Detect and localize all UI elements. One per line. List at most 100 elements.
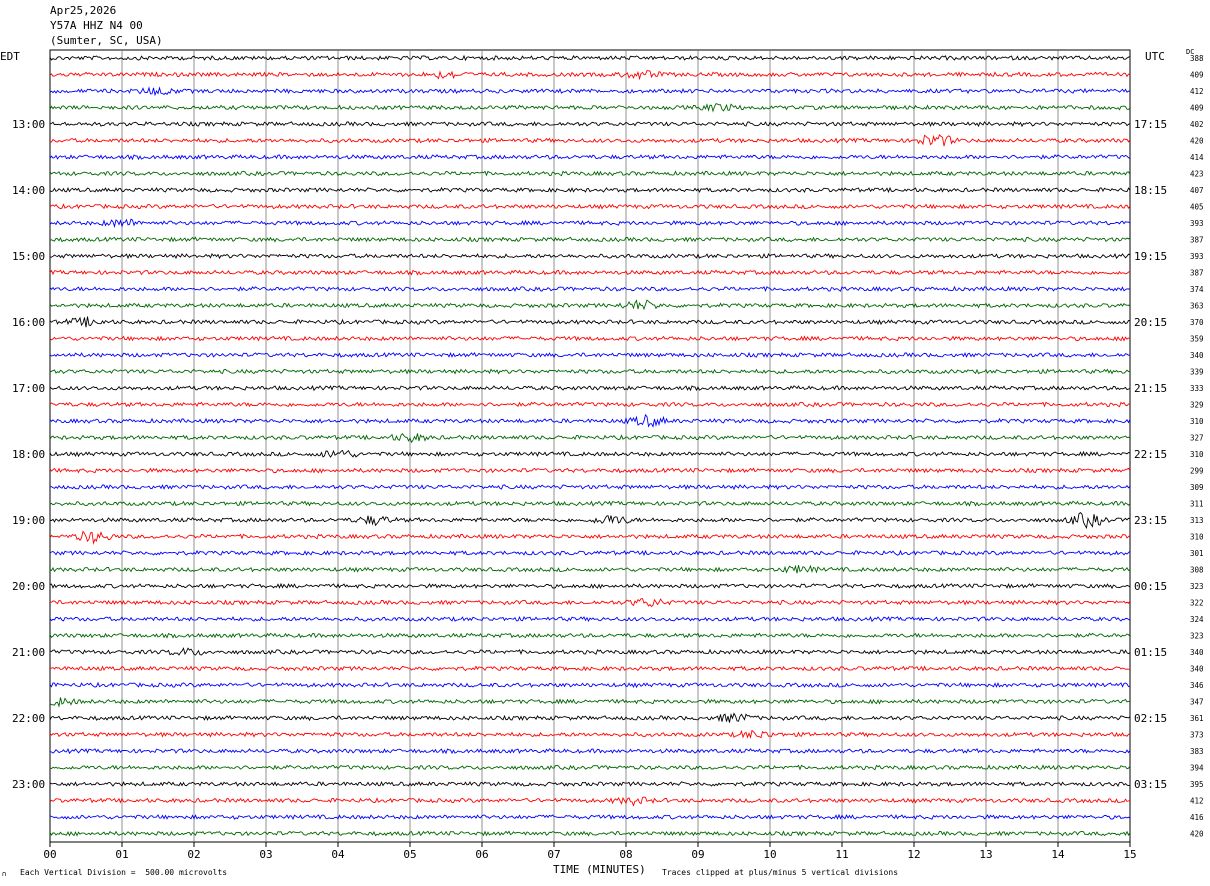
trace-44 — [49, 780, 1131, 788]
vertical-division-note: Each Vertical Division = 500.00 microvol… — [20, 868, 228, 877]
trace-45 — [49, 796, 1131, 807]
dc-offset-value: 363 — [1190, 302, 1204, 311]
x-tick-label: 08 — [619, 848, 632, 861]
dc-offset-value: 329 — [1190, 401, 1204, 410]
trace-2 — [49, 86, 1131, 97]
x-tick-label: 12 — [907, 848, 920, 861]
dc-offset-value: 301 — [1190, 549, 1204, 558]
x-tick-label: 00 — [43, 848, 56, 861]
left-hour-label: 20:00 — [12, 580, 45, 593]
plot-frame — [49, 49, 1131, 843]
left-hour-label: 17:00 — [12, 382, 45, 395]
dc-offset-value: 346 — [1190, 681, 1204, 690]
dc-offset-value: 394 — [1190, 764, 1204, 773]
trace-16 — [49, 316, 1131, 328]
trace-27 — [49, 500, 1131, 507]
dc-offset-value: 339 — [1190, 368, 1204, 377]
x-tick-label: 05 — [403, 848, 416, 861]
dc-offset-value: 322 — [1190, 599, 1204, 608]
trace-19 — [49, 368, 1131, 375]
dc-offset-value: 412 — [1190, 87, 1204, 96]
right-hour-label: 21:15 — [1134, 382, 1167, 395]
dc-offset-value: 387 — [1190, 269, 1204, 278]
right-hour-label: 00:15 — [1134, 580, 1167, 593]
dc-offset-value: 323 — [1190, 582, 1204, 591]
dc-offset-value: 407 — [1190, 186, 1204, 195]
right-hour-label: 22:15 — [1134, 448, 1167, 461]
right-hour-label: 23:15 — [1134, 514, 1167, 527]
dc-offset-value: 309 — [1190, 483, 1204, 492]
trace-41 — [49, 729, 1131, 739]
trace-13 — [49, 269, 1131, 276]
trace-38 — [49, 681, 1131, 689]
dc-offset-value: 423 — [1190, 170, 1204, 179]
trace-18 — [49, 351, 1131, 359]
x-tick-label: 01 — [115, 848, 128, 861]
dc-offset-value: 405 — [1190, 203, 1204, 212]
x-tick-label: 07 — [547, 848, 560, 861]
dc-offset-value: 383 — [1190, 747, 1204, 756]
trace-3 — [49, 103, 1131, 113]
left-hour-label: 16:00 — [12, 316, 45, 329]
x-axis-label: TIME (MINUTES) — [553, 863, 646, 876]
dc-offset-value: 420 — [1190, 137, 1204, 146]
dc-offset-value: 324 — [1190, 615, 1204, 624]
trace-9 — [49, 203, 1131, 210]
trace-26 — [49, 483, 1131, 491]
x-tick-label: 04 — [331, 848, 345, 861]
trace-8 — [49, 186, 1131, 194]
dc-offset-value: 323 — [1190, 632, 1204, 641]
x-tick-label: 15 — [1123, 848, 1136, 861]
x-tick-label: 03 — [259, 848, 272, 861]
trace-17 — [49, 335, 1130, 342]
dc-offset-value: 393 — [1190, 219, 1204, 228]
right-hour-label: 20:15 — [1134, 316, 1167, 329]
trace-7 — [49, 170, 1131, 177]
dc-offset-value: 340 — [1190, 648, 1204, 657]
dc-offset-header: DC — [1186, 48, 1195, 56]
right-hour-label: 02:15 — [1134, 712, 1167, 725]
dc-offset-value: 359 — [1190, 335, 1204, 344]
trace-5 — [49, 133, 1131, 147]
left-hour-label: 15:00 — [12, 250, 45, 263]
trace-30 — [49, 549, 1131, 557]
right-timezone-label: UTC — [1145, 50, 1165, 63]
dc-offset-value: 395 — [1190, 780, 1204, 789]
trace-25 — [49, 467, 1131, 474]
dc-offset-value: 333 — [1190, 384, 1204, 393]
dc-offset-value: 347 — [1190, 698, 1204, 707]
right-hour-label: 19:15 — [1134, 250, 1167, 263]
dc-offset-value: 393 — [1190, 252, 1204, 261]
dc-offset-value: 420 — [1190, 830, 1204, 839]
left-timezone-label: EDT — [0, 50, 20, 63]
corner-mark-icon: ∩ — [2, 870, 7, 878]
trace-43 — [49, 764, 1131, 771]
dc-offset-value: 313 — [1190, 516, 1204, 525]
trace-34 — [49, 615, 1131, 623]
dc-offset-value: 361 — [1190, 714, 1204, 723]
x-tick-label: 14 — [1051, 848, 1065, 861]
dc-offset-value: 370 — [1190, 318, 1204, 327]
trace-22 — [49, 413, 1131, 428]
trace-46 — [49, 813, 1131, 821]
left-hour-label: 23:00 — [12, 778, 45, 791]
dc-offset-value: 340 — [1190, 351, 1204, 360]
trace-39 — [49, 697, 1131, 708]
plot-date: Apr25,2026 — [50, 4, 117, 17]
left-hour-label: 22:00 — [12, 712, 45, 725]
right-hour-label: 18:15 — [1134, 184, 1167, 197]
dc-offset-value: 412 — [1190, 797, 1204, 806]
x-tick-label: 09 — [691, 848, 704, 861]
x-tick-label: 13 — [979, 848, 992, 861]
station-code: Y57A HHZ N4 00 — [50, 19, 143, 32]
trace-10 — [49, 218, 1131, 229]
trace-6 — [49, 153, 1131, 161]
right-hour-label: 03:15 — [1134, 778, 1167, 791]
dc-offset-value: 414 — [1190, 153, 1204, 162]
dc-offset-value: 387 — [1190, 236, 1204, 245]
dc-offset-value: 327 — [1190, 434, 1204, 443]
trace-31 — [49, 564, 1131, 574]
x-tick-label: 10 — [763, 848, 776, 861]
dc-offset-value: 310 — [1190, 533, 1204, 542]
